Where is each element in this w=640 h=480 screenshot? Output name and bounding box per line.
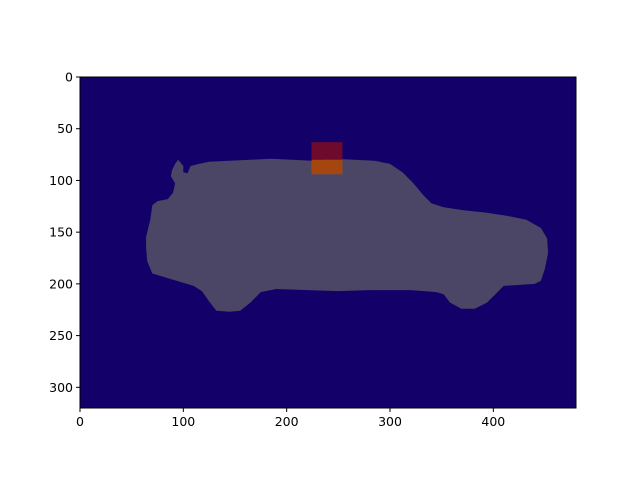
y-tick-label: 150 [49,225,73,240]
y-tick-label: 200 [49,276,73,291]
box-bottom [311,159,343,175]
x-tick-label: 0 [76,414,84,429]
x-tick-label: 400 [481,414,505,429]
axes: 0 100 200 300 400 0 50 100 150 200 250 300 [49,70,577,429]
y-tick-label: 100 [49,173,73,188]
car-silhouette [146,158,549,312]
x-tick-label: 300 [378,414,402,429]
y-tick-label: 50 [57,121,73,136]
x-tick-label: 200 [275,414,299,429]
plot-area [80,77,576,408]
y-tick-label: 250 [49,328,73,343]
y-tick-label: 300 [49,380,73,395]
x-tick-label: 100 [171,414,195,429]
axes-frame [79,76,577,409]
y-tick-label: 0 [65,70,73,85]
box-top [311,142,343,160]
